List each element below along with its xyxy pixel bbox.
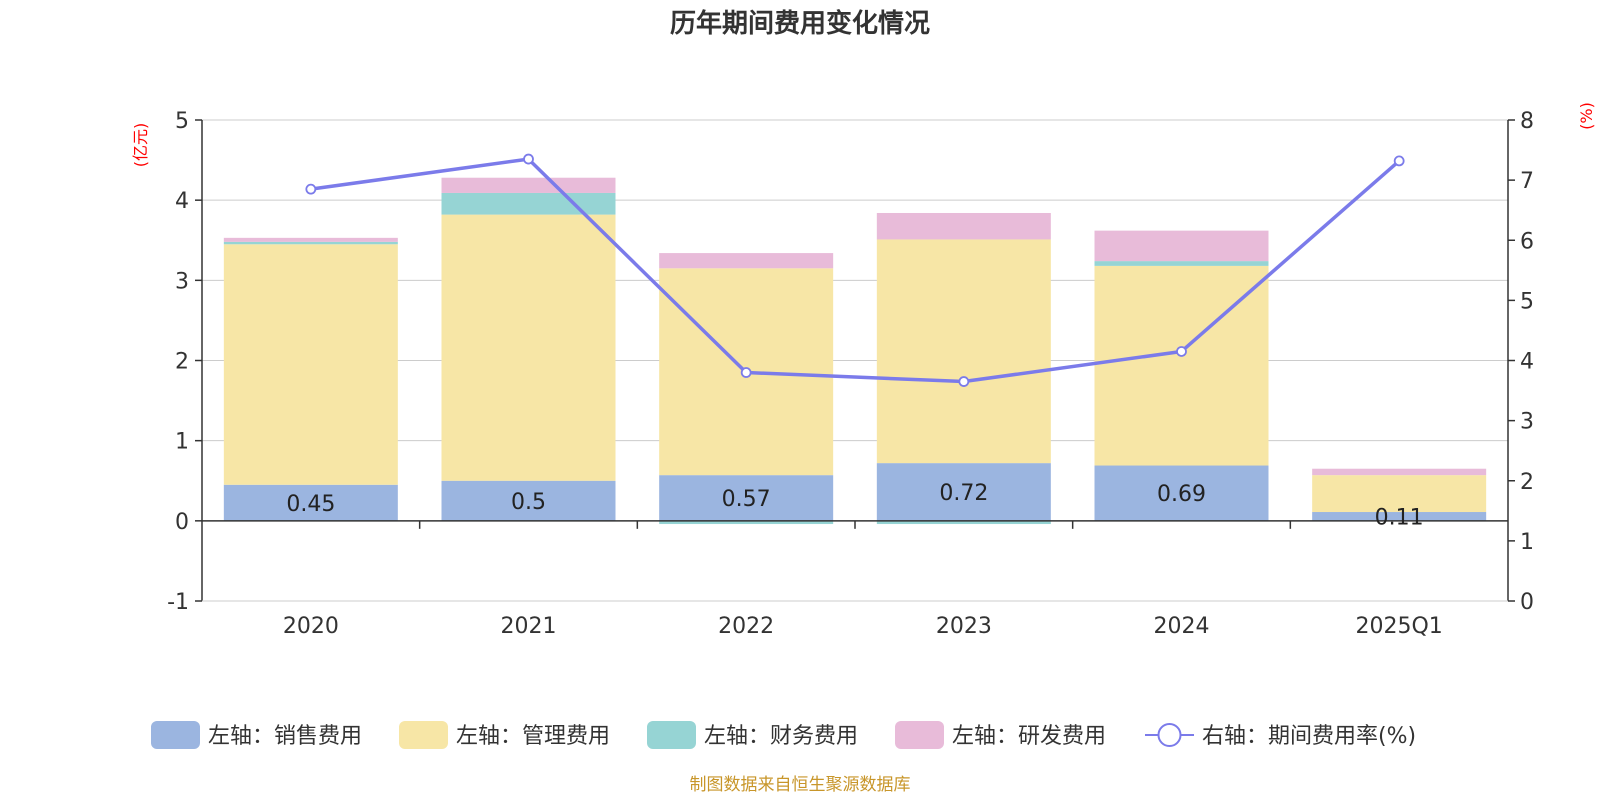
right-tick-label: 3 <box>1520 410 1534 435</box>
bar-segment <box>876 520 1051 525</box>
bar-segment <box>876 212 1051 240</box>
axes: -1 0 1 2 3 4 5 0 1 2 3 4 5 6 7 8 2020 2021 2022 2023 2024 202… <box>167 109 1534 639</box>
rate-line-point <box>740 367 752 378</box>
bar-segment <box>659 520 834 525</box>
bar-segment <box>223 241 398 245</box>
left-axis-unit: (亿元) <box>131 123 150 168</box>
bar-segment <box>441 480 616 521</box>
bar-segment <box>659 253 834 269</box>
bar-segment <box>223 244 398 485</box>
legend-swatch <box>647 721 696 749</box>
left-tick-label: 1 <box>175 430 189 455</box>
rate-line <box>305 153 1405 387</box>
bar-segment <box>1094 261 1269 266</box>
rate-line-path <box>310 157 1401 384</box>
rate-line-point <box>958 376 970 387</box>
source-note: 制图数据来自恒生聚源数据库 <box>690 775 911 795</box>
left-tick-label: 0 <box>175 510 189 535</box>
right-tick-label: 4 <box>1520 350 1534 375</box>
bar-segment <box>1312 475 1487 513</box>
right-tick-label: 7 <box>1520 169 1534 194</box>
bar-segment <box>441 177 616 193</box>
legend-label: 右轴：期间费用率(%) <box>1202 724 1416 749</box>
legend-marker <box>1157 723 1182 747</box>
bar-segment <box>1094 465 1269 521</box>
legend-label: 左轴：销售费用 <box>208 724 362 749</box>
legend-label: 左轴：管理费用 <box>456 724 610 749</box>
bar-segment <box>223 237 398 242</box>
category-label: 2023 <box>936 614 992 639</box>
bar-segment <box>659 475 834 521</box>
legend-label: 左轴：财务费用 <box>704 724 858 749</box>
grid <box>202 119 1508 602</box>
bar-value-label: 0.45 <box>286 492 335 517</box>
legend-swatch <box>399 721 448 749</box>
bar-segment <box>441 214 616 481</box>
right-tick-label: 6 <box>1520 229 1534 254</box>
legend: 左轴：销售费用 左轴：管理费用 左轴：财务费用 左轴：研发费用 右轴：期间费用率(%) <box>151 721 1416 749</box>
rate-line-point <box>1393 155 1405 167</box>
category-label: 2022 <box>718 614 774 639</box>
bar-value-label: 0.11 <box>1375 505 1424 530</box>
rate-line-point <box>1176 346 1187 357</box>
bar-segment <box>441 192 616 215</box>
rate-line-point <box>305 183 317 195</box>
right-tick-label: 8 <box>1520 109 1534 134</box>
bar-segment <box>1312 468 1487 476</box>
right-tick-label: 5 <box>1520 289 1534 314</box>
left-tick-label: 5 <box>175 109 189 134</box>
bar-segment <box>876 239 1051 464</box>
bar-value-label: 0.72 <box>939 481 988 506</box>
bar-value-label: 0.5 <box>511 490 546 515</box>
rate-line-point <box>523 153 534 165</box>
right-axis-unit: (%) <box>1577 102 1596 130</box>
category-label: 2025Q1 <box>1356 614 1443 639</box>
bar-labels: 0.45 0.5 0.57 0.72 0.69 0.11 <box>286 481 1423 530</box>
legend-label: 左轴：研发费用 <box>952 724 1106 749</box>
chart-title: 历年期间费用变化情况 <box>670 8 930 39</box>
right-tick-label: 1 <box>1520 530 1534 555</box>
right-tick-label: 0 <box>1520 590 1534 615</box>
category-label: 2020 <box>283 614 339 639</box>
bar-value-label: 0.69 <box>1157 482 1206 507</box>
left-tick-label: 4 <box>175 189 189 214</box>
left-tick-label: -1 <box>167 590 189 615</box>
bar-value-label: 0.57 <box>722 487 771 512</box>
left-tick-label: 3 <box>175 269 189 294</box>
bar-segment <box>1312 512 1487 521</box>
left-tick-label: 2 <box>175 350 189 375</box>
legend-swatch <box>895 721 944 749</box>
category-label: 2024 <box>1154 614 1210 639</box>
legend-swatch <box>151 721 200 749</box>
bar-segment <box>876 463 1051 521</box>
bar-segment <box>223 484 398 521</box>
category-label: 2021 <box>501 614 557 639</box>
bar-segment <box>1094 230 1269 262</box>
bars <box>223 177 1487 525</box>
right-tick-label: 2 <box>1520 470 1534 495</box>
